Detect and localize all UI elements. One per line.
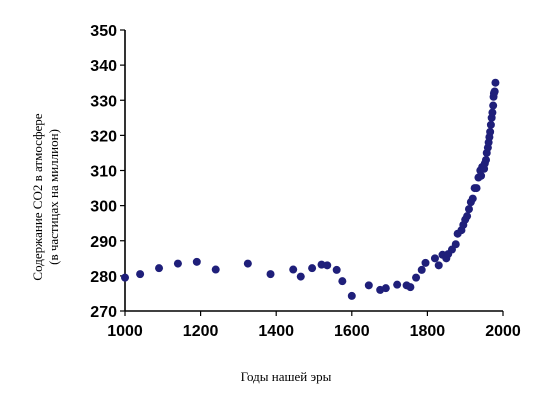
y-axis-title: Содержание CO2 в атмосфере (в частицах н… (30, 113, 61, 280)
data-point (451, 240, 460, 249)
data-point (491, 78, 500, 87)
data-point (243, 259, 252, 268)
data-point (430, 254, 439, 263)
data-point (412, 273, 421, 282)
y-axis-title-line2: (в частицах на миллион) (46, 129, 61, 265)
y-tick-label: 320 (90, 128, 117, 145)
data-point (155, 264, 164, 273)
data-point (472, 184, 481, 193)
x-tick-label: 1200 (183, 323, 219, 340)
x-ticks: 1000 1200 1400 1600 1800 2000 (107, 311, 521, 340)
y-tick-label: 310 (90, 164, 117, 181)
data-point (364, 281, 373, 290)
data-point (192, 257, 201, 266)
data-point (173, 259, 182, 268)
y-ticks: 270 280 290 300 310 320 330 340 350 (90, 23, 125, 321)
y-tick-label: 290 (90, 234, 117, 251)
data-point (417, 265, 426, 274)
data-point (434, 261, 443, 270)
data-point (266, 270, 275, 279)
data-point (463, 212, 472, 221)
data-point (468, 194, 477, 203)
x-tick-label: 1600 (334, 323, 370, 340)
data-point (381, 284, 390, 293)
data-points (121, 78, 500, 300)
x-tick-label: 1800 (410, 323, 446, 340)
x-axis-title: Годы нашей эры (241, 369, 332, 384)
data-point (332, 265, 341, 274)
data-point (136, 270, 145, 279)
data-point (489, 101, 498, 110)
y-tick-label: 270 (90, 304, 117, 321)
data-point (211, 265, 220, 274)
data-point (477, 171, 486, 180)
data-point (486, 120, 495, 129)
y-tick-label: 280 (90, 269, 117, 286)
y-tick-label: 300 (90, 199, 117, 216)
x-tick-label: 1400 (258, 323, 294, 340)
x-tick-label: 1000 (107, 323, 143, 340)
x-tick-label: 2000 (485, 323, 521, 340)
data-point (486, 127, 495, 136)
y-tick-label: 340 (90, 58, 117, 75)
data-point (121, 273, 129, 282)
data-point (406, 283, 415, 292)
data-point (323, 261, 332, 270)
data-point (481, 155, 490, 164)
y-tick-label: 350 (90, 23, 117, 40)
data-point (338, 277, 347, 286)
data-point (347, 291, 356, 300)
data-point (296, 272, 305, 281)
data-point (308, 264, 317, 273)
data-point (393, 280, 402, 289)
data-point (421, 258, 430, 267)
y-axis-title-line1: Содержание CO2 в атмосфере (30, 113, 45, 280)
y-tick-label: 330 (90, 93, 117, 110)
data-point (490, 87, 499, 96)
data-point (464, 205, 473, 214)
data-point (289, 265, 298, 274)
data-point (488, 108, 497, 117)
